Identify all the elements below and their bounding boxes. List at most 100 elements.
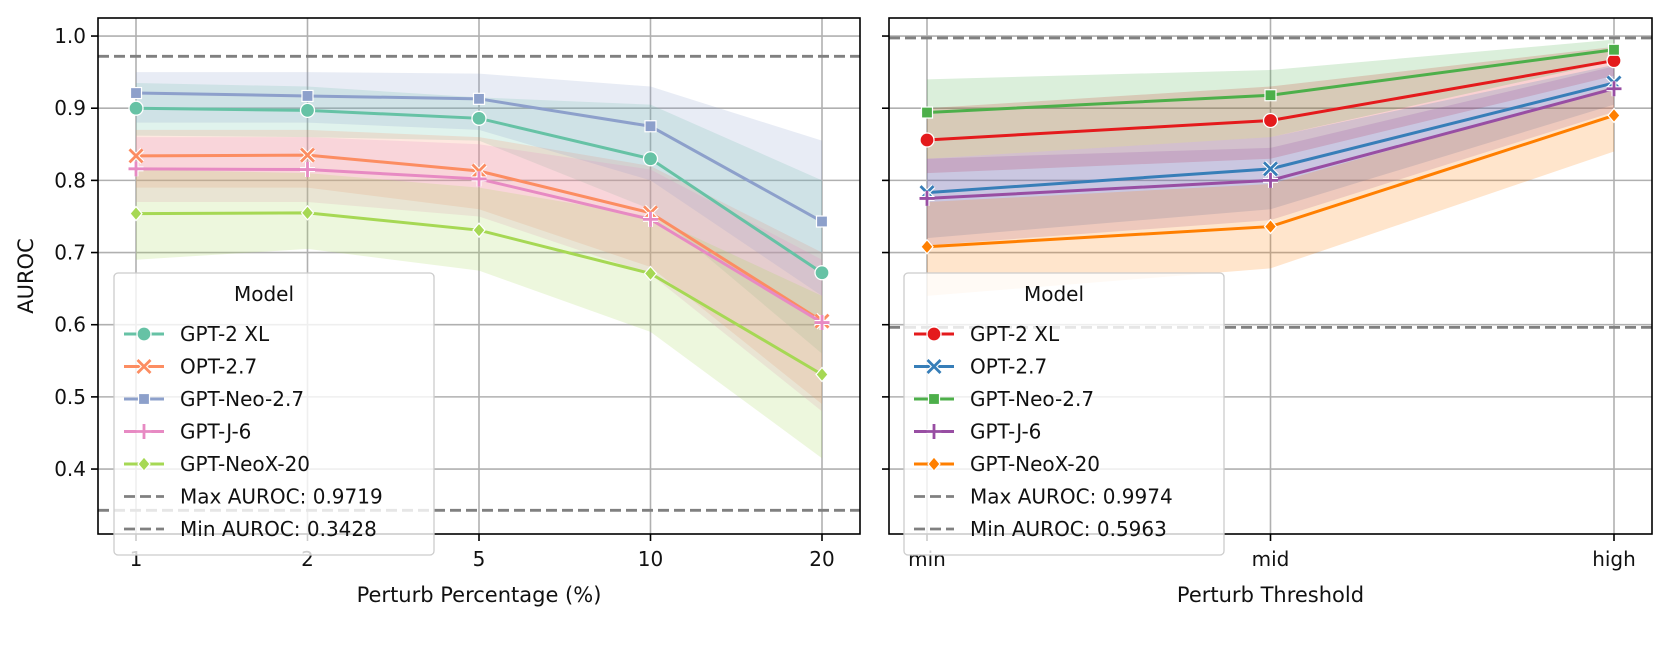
legend-entry-gpt-neox-20: GPT-NeoX-20 [914,452,1100,476]
data-point-gpt-neo-2-7 [1264,89,1277,102]
y-tick-label: 0.9 [54,96,86,120]
data-point-gpt-neox-20 [472,222,486,239]
legend-marker [137,392,151,406]
x-tick-label: mid [1252,547,1290,571]
data-point-opt-2-7-stroke [300,147,315,163]
legend-entry-min-auroc: Min AUROC: 0.3428 [124,517,377,541]
legend-marker-stroke [926,359,942,374]
legend-marker [927,456,941,472]
legend-marker [137,456,151,472]
legend-entry-opt-2-7: OPT-2.7 [124,355,257,379]
series-gpt-2-xl [919,52,1622,148]
data-point-gpt-neo-2-7 [301,89,314,103]
legend-entry-gpt-neox-20: GPT-NeoX-20 [124,452,310,476]
data-point-gpt-j-6 [643,211,658,227]
y-tick-label: 0.6 [54,313,86,337]
data-point-gpt-2-xl [642,151,659,167]
data-point-gpt-neox-20 [129,205,143,222]
data-point-gpt-j-6-stroke [919,190,935,206]
series-gpt-j-6 [919,81,1622,206]
legend-marker-stroke [136,359,152,374]
data-point-gpt-2-xl [814,265,830,281]
legend-marker-stroke [926,424,942,439]
data-point-gpt-j-6 [1263,172,1278,188]
ci-band-gpt-2-xl [136,82,822,354]
series-gpt-2-xl [128,100,830,281]
legend-marker [135,358,153,375]
data-point-opt-2-7-stroke [471,163,487,179]
data-point-gpt-neo-2-7 [815,215,829,228]
data-point-opt-2-7 [127,147,145,165]
legend-entry-max-auroc: Max AUROC: 0.9719 [124,485,383,509]
legend-label: GPT-J-6 [180,420,251,444]
legend-marker [926,424,942,439]
data-point-opt-2-7 [299,146,316,164]
legend-label: Max AUROC: 0.9974 [970,485,1173,509]
legend-label: Min AUROC: 0.3428 [180,517,377,541]
data-point-gpt-j-6-stroke [471,171,487,187]
legend-marker [136,424,152,439]
y-tick-label: 0.4 [54,457,86,481]
legend-label: GPT-2 XL [180,322,270,346]
series-gpt-neo-2-7 [129,86,829,228]
legend-title: Model [234,282,294,306]
x-tick-label: 20 [809,547,834,571]
x-tick-label: 10 [638,547,663,571]
legend-entry-gpt-2-xl: GPT-2 XL [124,322,270,346]
confidence-bands [927,39,1614,296]
data-point-gpt-neox-20 [1263,218,1278,235]
grid [889,18,1652,534]
legend-entry-gpt-j-6: GPT-J-6 [124,420,251,444]
series-gpt-neo-2-7 [920,43,1621,119]
x-axis-label: Perturb Percentage (%) [357,583,602,607]
y-tick-label: 0.8 [54,168,86,192]
data-point-opt-2-7 [470,162,488,180]
legend-entry-gpt-neo-2-7: GPT-Neo-2.7 [914,387,1094,411]
legend-label: GPT-J-6 [970,420,1041,444]
legend-marker-stroke [136,424,152,439]
legend-marker [925,358,943,375]
series-gpt-neox-20 [920,107,1621,255]
data-point-gpt-2-xl [1262,112,1279,129]
legend-label: Max AUROC: 0.9719 [180,485,383,509]
data-point-gpt-j-6-stroke [1606,81,1622,97]
ci-band-gpt-2-xl [927,46,1614,174]
legend-marker [136,326,152,342]
legend-label: Min AUROC: 0.5963 [970,517,1167,541]
series-gpt-neox-20 [129,204,829,383]
ci-band-gpt-neox-20 [136,169,822,459]
data-point-gpt-2-xl [128,100,144,116]
legend-entry-min-auroc: Min AUROC: 0.5963 [914,517,1167,541]
data-point-gpt-j-6 [814,315,830,331]
legend-entry-gpt-neo-2-7: GPT-Neo-2.7 [124,387,304,411]
data-point-gpt-neox-20 [643,265,658,282]
data-point-gpt-j-6-stroke [300,162,315,178]
data-point-gpt-j-6-stroke [1263,172,1278,188]
data-point-gpt-neox-20 [1607,107,1621,124]
legend-box [903,272,1225,556]
legend-entry-gpt-2-xl: GPT-2 XL [914,322,1060,346]
data-point-opt-2-7-stroke [1263,161,1278,177]
data-point-gpt-neox-20 [815,366,829,383]
ci-band-opt-2-7 [927,64,1614,239]
y-tick-label: 1.0 [54,24,86,48]
data-point-gpt-neox-20 [300,204,315,221]
data-point-gpt-j-6-stroke [643,211,658,227]
legend: Model GPT-2 XL OPT-2.7 GPT-Neo-2.7 GPT-J-6 GP… [113,272,435,556]
data-point-gpt-j-6 [300,162,315,178]
series-gpt-j-6 [128,161,830,331]
data-point-gpt-j-6 [1606,81,1622,97]
data-point-gpt-neo-2-7 [129,86,143,100]
legend-title: Model [1024,282,1084,306]
legend-marker [927,392,941,406]
data-point-gpt-neox-20 [920,238,934,255]
data-point-gpt-neo-2-7 [644,120,657,133]
data-point-opt-2-7 [1262,160,1279,178]
data-point-gpt-j-6 [919,190,935,206]
x-tick-label: high [1592,547,1636,571]
y-tick-label: 0.5 [54,385,86,409]
legend-label: GPT-Neo-2.7 [180,387,304,411]
legend-entry-max-auroc: Max AUROC: 0.9974 [914,485,1173,509]
data-point-gpt-j-6-stroke [128,161,144,177]
y-axis-label: AUROC [14,238,38,314]
